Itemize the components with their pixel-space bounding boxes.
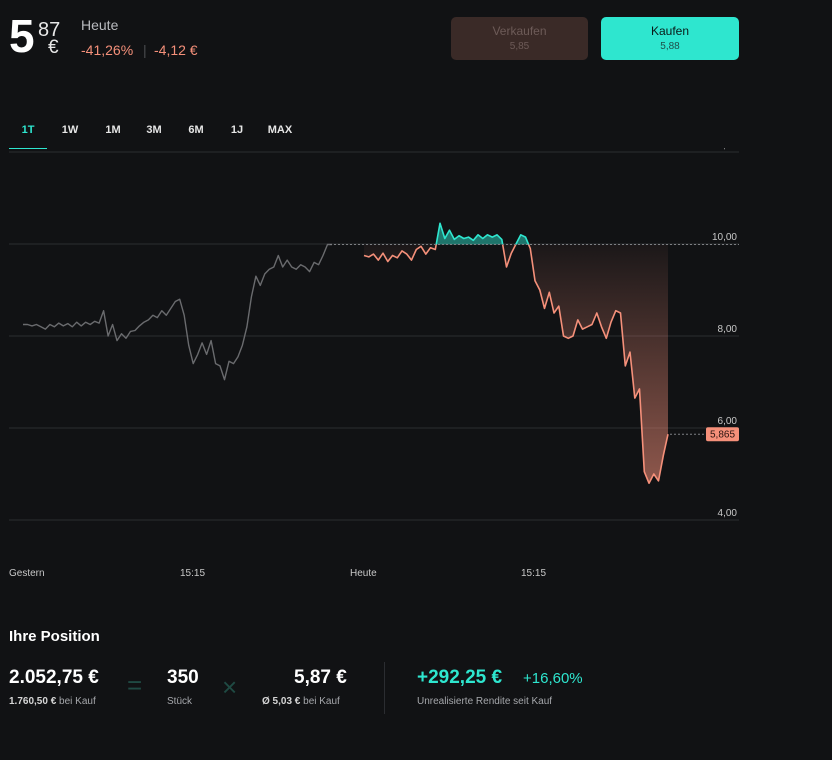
sell-button-label: Verkaufen <box>492 24 547 38</box>
y-tick-label: 8,00 <box>718 324 738 335</box>
tab-1j[interactable]: 1J <box>230 124 244 136</box>
series-line-heute-negative <box>363 244 669 484</box>
y-tick-label: 4,00 <box>718 508 738 519</box>
series-area-positive <box>436 223 529 245</box>
series-line-gestern <box>23 243 332 381</box>
x-tick-label: 15:15 <box>521 568 547 579</box>
x-tick-label: 15:15 <box>180 568 206 579</box>
change-absolute: -4,12 € <box>154 42 198 58</box>
sell-button-price: 5,85 <box>509 41 530 52</box>
avg-buy-suffix: bei Kauf <box>303 696 340 707</box>
y-tick-label: 6,00 <box>718 416 738 427</box>
position-total-value: 2.052,75 € <box>9 667 99 688</box>
position-pnl-percent: +16,60% <box>523 670 583 687</box>
buy-button-label: Kaufen <box>650 24 690 38</box>
y-tick-label: 10,00 <box>712 232 737 243</box>
buy-value-amount: 1.760,50 € <box>9 696 57 707</box>
series-area-negative <box>364 244 668 484</box>
position-quantity-label: Stück <box>167 696 193 707</box>
equals-icon: = <box>127 670 143 700</box>
current-value-badge <box>706 427 739 442</box>
price-integer: 5 <box>9 10 35 62</box>
position-quantity: 350 <box>167 667 199 688</box>
position-price: 5,87 € <box>294 667 347 688</box>
period-label: Heute <box>81 17 119 33</box>
position-avg-buy: Ø 5,03 € bei Kauf <box>262 696 340 707</box>
tab-1t[interactable]: 1T <box>9 118 47 149</box>
position-divider <box>384 662 385 714</box>
change-percent: -41,26% <box>81 42 134 58</box>
price-chart[interactable]: 4,00 6,00 8,00 10,00 12,00 5,865 <box>0 148 832 548</box>
tab-3m[interactable]: 3M <box>146 124 162 136</box>
x-tick-label: Heute <box>350 568 377 579</box>
buy-button[interactable]: Kaufen 5,88 <box>601 17 739 60</box>
tab-max[interactable]: MAX <box>267 124 293 136</box>
timeframe-tabs: 1T 1W 1M 3M 6M 1J MAX <box>9 118 303 149</box>
position-pnl-label: Unrealisierte Rendite seit Kauf <box>417 696 553 707</box>
y-tick-label: 12,00 <box>712 148 737 151</box>
position-buy-value: 1.760,50 € bei Kauf <box>9 696 96 707</box>
x-tick-label: Gestern <box>9 568 45 579</box>
change-separator: | <box>143 42 147 58</box>
tab-6m[interactable]: 6M <box>188 124 204 136</box>
tab-1m[interactable]: 1M <box>105 124 121 136</box>
position-title: Ihre Position <box>9 628 100 645</box>
buy-button-price: 5,88 <box>660 41 680 52</box>
avg-buy-amount: Ø 5,03 € <box>262 696 301 707</box>
buy-value-suffix: bei Kauf <box>59 696 96 707</box>
price-decimals: 87 <box>38 19 61 41</box>
position-pnl: +292,25 € <box>417 667 503 688</box>
multiply-icon: × <box>222 672 238 702</box>
sell-button[interactable]: Verkaufen 5,85 <box>451 17 588 60</box>
price-currency: € <box>48 37 59 58</box>
tab-1w[interactable]: 1W <box>61 124 79 136</box>
current-value-label: 5,865 <box>710 430 735 441</box>
